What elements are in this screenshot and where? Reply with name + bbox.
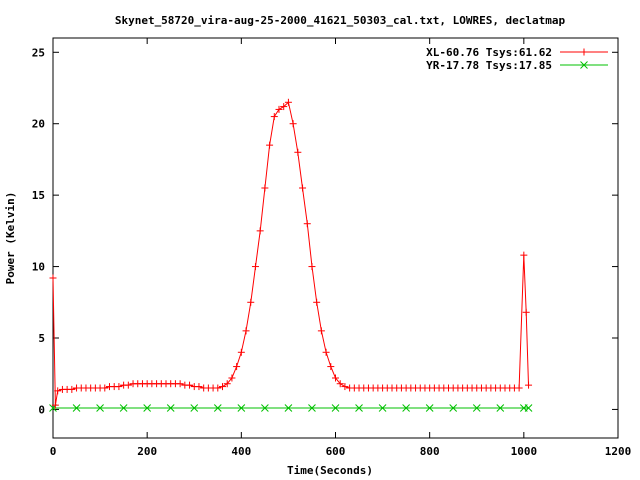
data-point <box>54 387 62 395</box>
data-point <box>261 404 269 412</box>
data-point <box>228 374 236 382</box>
y-tick-label: 25 <box>32 46 45 59</box>
data-point <box>294 148 302 156</box>
x-axis-label: Time(Seconds) <box>287 464 373 477</box>
data-point <box>524 404 533 412</box>
data-point <box>355 404 363 412</box>
data-point <box>472 404 481 412</box>
data-point <box>237 404 246 412</box>
plot-area <box>49 98 533 412</box>
series-yr <box>49 404 533 412</box>
x-tick-label: 0 <box>50 445 57 458</box>
data-point <box>280 103 288 111</box>
data-point <box>317 327 325 335</box>
y-tick-label: 10 <box>32 261 45 274</box>
data-point <box>332 374 339 382</box>
data-point <box>96 404 104 412</box>
data-point <box>515 384 523 392</box>
data-point <box>327 363 335 371</box>
y-tick-label: 15 <box>32 189 45 202</box>
data-point <box>256 227 264 235</box>
data-point <box>251 263 259 271</box>
data-point <box>119 404 128 412</box>
data-point <box>72 404 81 412</box>
data-point <box>284 98 292 106</box>
data-point <box>308 263 316 271</box>
data-point <box>242 327 250 335</box>
data-point <box>289 120 297 128</box>
data-point <box>233 363 241 371</box>
data-point <box>219 383 226 391</box>
data-point <box>115 383 123 391</box>
data-point <box>331 404 340 412</box>
series-line <box>52 101 529 406</box>
data-point <box>51 401 59 409</box>
data-point <box>313 298 321 306</box>
data-point <box>322 348 330 356</box>
data-point <box>299 184 307 192</box>
data-point <box>49 274 57 282</box>
data-point <box>143 404 152 412</box>
series-xl <box>49 98 533 409</box>
x-tick-label: 1200 <box>605 445 632 458</box>
data-point <box>213 404 222 412</box>
legend-marker <box>580 48 588 56</box>
legend-label: XL-60.76 Tsys:61.62 <box>426 46 552 59</box>
data-point <box>284 404 293 412</box>
data-point <box>425 404 434 412</box>
axis-ticks: 0 200 400 600 800 1000 1200 0 5 10 15 20 25 <box>32 38 632 458</box>
x-tick-label: 600 <box>326 445 346 458</box>
y-tick-label: 20 <box>32 118 45 131</box>
data-point <box>303 220 311 228</box>
data-point <box>166 404 175 412</box>
data-point <box>68 385 76 393</box>
data-point <box>525 381 533 389</box>
data-point <box>101 384 109 392</box>
x-tick-label: 200 <box>137 445 157 458</box>
data-point <box>247 298 255 306</box>
x-tick-label: 800 <box>420 445 440 458</box>
data-point <box>402 404 410 412</box>
data-point <box>266 141 274 149</box>
data-point <box>214 384 222 392</box>
data-point <box>449 404 458 412</box>
data-point <box>336 380 344 388</box>
data-point <box>186 381 194 389</box>
data-point <box>378 404 387 412</box>
x-tick-label: 1000 <box>511 445 538 458</box>
data-point <box>270 113 278 121</box>
y-axis-label: Power (Kelvin) <box>4 192 17 285</box>
data-point <box>308 404 316 412</box>
chart-title: Skynet_58720_vira-aug-25-2000_41621_5030… <box>115 14 566 27</box>
data-point <box>223 380 231 388</box>
y-tick-label: 5 <box>38 332 45 345</box>
data-point <box>275 105 283 113</box>
data-point <box>496 404 505 412</box>
legend-marker <box>580 61 588 69</box>
data-point <box>195 383 203 391</box>
data-point <box>237 348 245 356</box>
x-tick-label: 400 <box>231 445 251 458</box>
data-point <box>261 184 269 192</box>
data-point <box>341 383 349 391</box>
data-point <box>190 404 199 412</box>
data-point <box>176 380 184 388</box>
data-point <box>124 381 132 389</box>
y-tick-label: 0 <box>38 403 45 416</box>
data-point <box>520 251 528 259</box>
legend-label: YR-17.78 Tsys:17.85 <box>426 59 552 72</box>
data-point <box>522 308 530 316</box>
